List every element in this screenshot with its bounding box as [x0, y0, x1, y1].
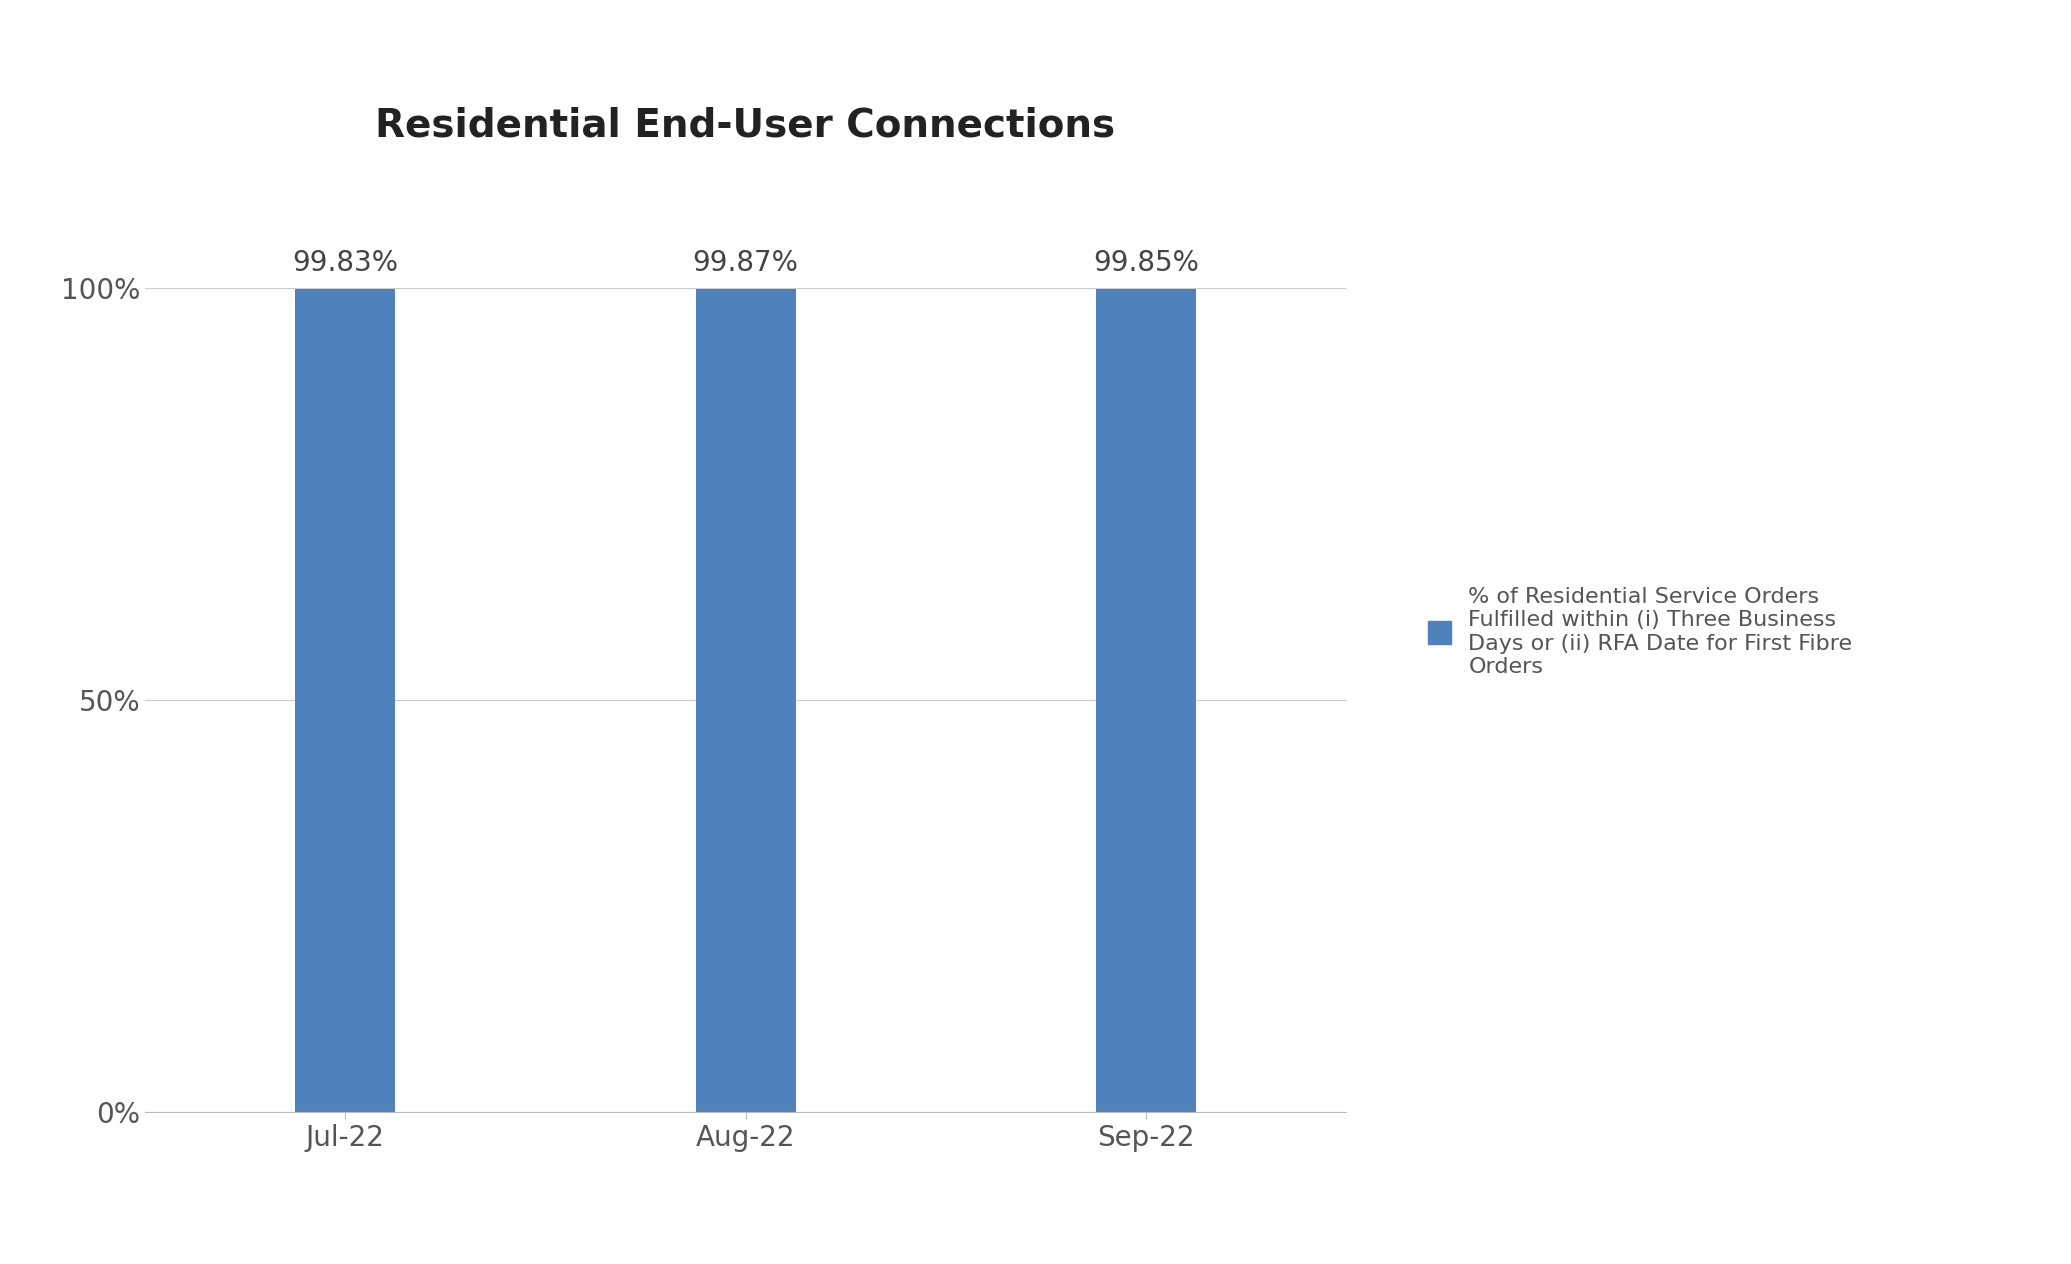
- Text: 99.83%: 99.83%: [292, 249, 398, 277]
- Bar: [696, 289, 795, 1112]
- Text: 99.87%: 99.87%: [692, 249, 799, 277]
- Text: 99.85%: 99.85%: [1093, 249, 1199, 277]
- Legend: % of Residential Service Orders
Fulfilled within (i) Three Business
Days or (ii): % of Residential Service Orders Fulfille…: [1419, 579, 1862, 685]
- Bar: [294, 289, 396, 1112]
- Bar: [1096, 289, 1195, 1112]
- Title: Residential End-User Connections: Residential End-User Connections: [375, 106, 1116, 144]
